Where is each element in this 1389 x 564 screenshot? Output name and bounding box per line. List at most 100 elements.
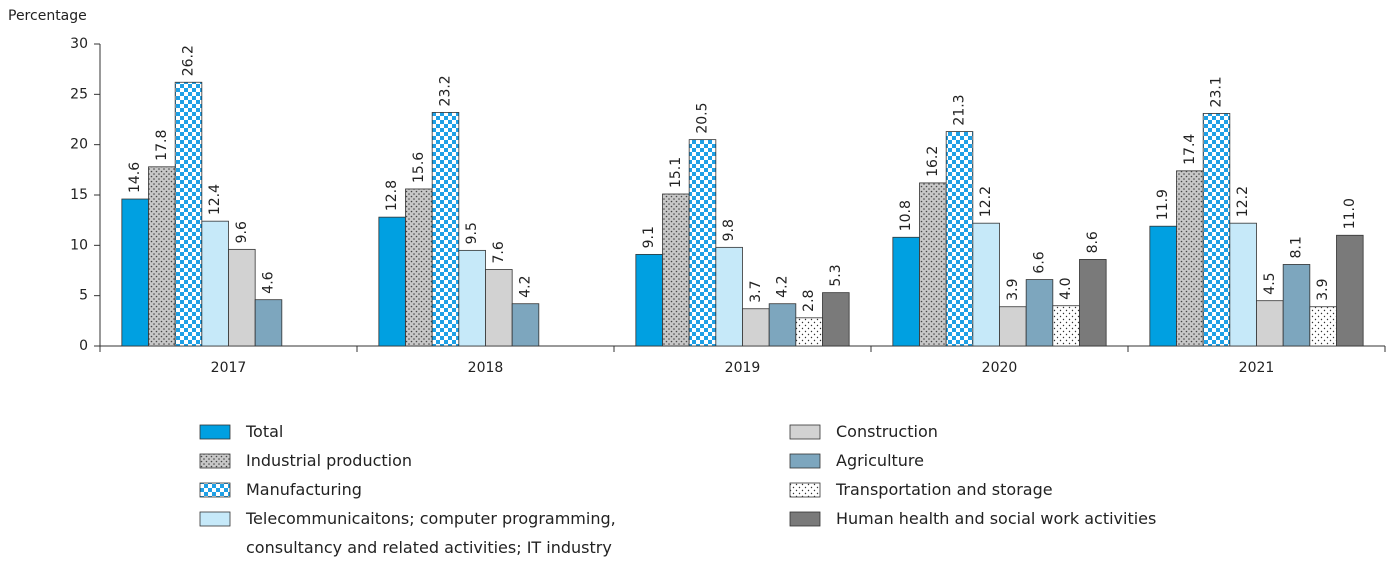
legend-swatch — [199, 511, 231, 527]
bar — [431, 112, 460, 347]
value-label: 8.1 — [1288, 236, 1304, 258]
value-label: 3.9 — [1005, 278, 1021, 300]
value-label: 20.5 — [695, 102, 711, 133]
bar — [742, 308, 770, 347]
y-tick-label: 5 — [79, 288, 88, 304]
bar — [1025, 279, 1054, 347]
y-tick-label: 0 — [79, 338, 88, 354]
value-label: 17.4 — [1182, 134, 1198, 165]
value-label: 9.5 — [464, 222, 480, 244]
y-tick-label: 15 — [70, 187, 88, 203]
value-label: 4.5 — [1262, 272, 1278, 294]
value-label: 3.7 — [748, 280, 764, 302]
value-label: 12.2 — [978, 186, 994, 217]
bar — [1309, 306, 1337, 347]
x-tick-label: 2018 — [468, 360, 504, 376]
legend-swatch — [199, 424, 231, 440]
bar — [1202, 113, 1231, 347]
bar — [254, 299, 283, 347]
bar — [485, 269, 513, 347]
value-label: 15.1 — [668, 157, 684, 188]
bar — [1176, 170, 1204, 347]
value-label: 23.1 — [1209, 76, 1225, 107]
value-label: 26.2 — [181, 45, 197, 76]
x-tick-label: 2019 — [725, 360, 761, 376]
bar — [174, 81, 203, 347]
bar — [662, 193, 690, 347]
value-label: 12.8 — [384, 180, 400, 211]
bar — [1079, 259, 1107, 347]
legend-label: Total — [246, 422, 284, 441]
value-label: 2.8 — [801, 290, 817, 312]
value-label: 6.6 — [1031, 251, 1047, 273]
bar — [1256, 300, 1284, 347]
bar — [1282, 264, 1311, 347]
legend-label: Telecommunicaitons; computer programming… — [246, 509, 616, 557]
value-label: 14.6 — [127, 162, 143, 193]
value-label: 11.9 — [1155, 189, 1171, 220]
value-label: 4.0 — [1058, 277, 1074, 299]
y-tick-label: 20 — [70, 137, 88, 153]
legend-label: Agriculture — [836, 451, 924, 470]
x-tick-label: 2017 — [211, 360, 247, 376]
bar — [148, 166, 176, 347]
bar — [1229, 222, 1257, 347]
x-tick-label: 2020 — [982, 360, 1018, 376]
bar — [972, 222, 1000, 347]
y-axis-label: Percentage — [8, 8, 87, 24]
x-tick-label: 2021 — [1239, 360, 1275, 376]
value-label: 21.3 — [952, 94, 968, 125]
value-label: 9.6 — [234, 221, 250, 243]
bar — [405, 188, 433, 347]
bar — [1149, 225, 1177, 347]
value-label: 4.2 — [517, 275, 533, 297]
bar — [121, 198, 149, 347]
legend-label: Manufacturing — [246, 480, 362, 499]
value-label: 23.2 — [438, 75, 454, 106]
bar — [1052, 305, 1080, 347]
bar — [201, 220, 229, 347]
value-label: 7.6 — [491, 241, 507, 263]
value-label: 10.8 — [898, 200, 914, 231]
value-label: 12.4 — [207, 184, 223, 215]
bar — [228, 248, 256, 347]
legend-label: Transportation and storage — [836, 480, 1053, 499]
value-label: 12.2 — [1235, 186, 1251, 217]
legend-swatch — [199, 482, 231, 498]
bar — [822, 292, 850, 347]
y-tick-label: 25 — [70, 86, 88, 102]
bar — [1336, 234, 1364, 347]
bar — [688, 139, 717, 347]
bar — [999, 306, 1027, 347]
legend-swatch — [789, 511, 821, 527]
legend-swatch — [789, 482, 821, 498]
bar — [919, 182, 947, 347]
legend-swatch — [789, 453, 821, 469]
value-label: 4.2 — [774, 275, 790, 297]
bar — [795, 317, 823, 347]
bar — [458, 249, 486, 347]
bar — [511, 303, 540, 347]
value-label: 9.1 — [641, 226, 657, 248]
legend-label: Industrial production — [246, 451, 413, 470]
value-label: 9.8 — [721, 219, 737, 241]
bar — [945, 131, 974, 347]
legend-swatch — [199, 453, 231, 469]
value-label: 8.6 — [1085, 231, 1101, 253]
value-label: 4.6 — [260, 271, 276, 293]
y-tick-label: 10 — [70, 237, 88, 253]
bar — [378, 216, 406, 347]
legend-label: Construction — [836, 422, 938, 441]
legend-label: Human health and social work activities — [836, 509, 1157, 528]
bar — [892, 236, 920, 347]
value-label: 16.2 — [925, 146, 941, 177]
value-label: 5.3 — [828, 264, 844, 286]
value-label: 3.9 — [1315, 278, 1331, 300]
bar — [635, 253, 663, 347]
value-label: 11.0 — [1342, 198, 1358, 229]
value-label: 15.6 — [411, 152, 427, 183]
value-label: 17.8 — [154, 130, 170, 161]
legend-swatch — [789, 424, 821, 440]
